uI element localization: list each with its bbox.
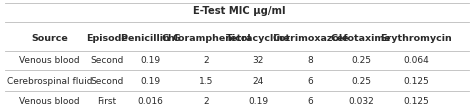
Text: First: First bbox=[97, 97, 116, 106]
Text: Tetracycline: Tetracycline bbox=[226, 34, 291, 43]
Text: 6: 6 bbox=[308, 77, 313, 86]
Text: 0.032: 0.032 bbox=[348, 97, 374, 106]
Text: Erythromycin: Erythromycin bbox=[380, 34, 452, 43]
Text: 8: 8 bbox=[308, 56, 313, 65]
Text: 0.19: 0.19 bbox=[248, 97, 268, 106]
Text: 2: 2 bbox=[203, 97, 209, 106]
Text: 0.19: 0.19 bbox=[141, 77, 161, 86]
Text: 0.19: 0.19 bbox=[141, 56, 161, 65]
Text: 32: 32 bbox=[253, 56, 264, 65]
Text: Venous blood: Venous blood bbox=[19, 56, 80, 65]
Text: 2: 2 bbox=[203, 56, 209, 65]
Text: Chloramphenicol: Chloramphenicol bbox=[161, 34, 251, 43]
Text: Venous blood: Venous blood bbox=[19, 97, 80, 106]
Text: 0.125: 0.125 bbox=[403, 77, 429, 86]
Text: Episode: Episode bbox=[86, 34, 128, 43]
Text: E-Test MIC μg/ml: E-Test MIC μg/ml bbox=[193, 6, 286, 16]
Text: Penicillin G: Penicillin G bbox=[121, 34, 181, 43]
Text: Cefotaxime: Cefotaxime bbox=[331, 34, 392, 43]
Text: 0.25: 0.25 bbox=[351, 77, 371, 86]
Text: 6: 6 bbox=[308, 97, 313, 106]
Text: 0.064: 0.064 bbox=[403, 56, 429, 65]
Text: 0.125: 0.125 bbox=[403, 97, 429, 106]
Text: Cerebrospinal fluid: Cerebrospinal fluid bbox=[7, 77, 92, 86]
Text: Source: Source bbox=[31, 34, 68, 43]
Text: Cotrimoxazole: Cotrimoxazole bbox=[272, 34, 349, 43]
Text: Second: Second bbox=[90, 77, 123, 86]
Text: Second: Second bbox=[90, 56, 123, 65]
Text: 24: 24 bbox=[253, 77, 264, 86]
Text: 1.5: 1.5 bbox=[199, 77, 213, 86]
Text: 0.016: 0.016 bbox=[138, 97, 164, 106]
Text: 0.25: 0.25 bbox=[351, 56, 371, 65]
